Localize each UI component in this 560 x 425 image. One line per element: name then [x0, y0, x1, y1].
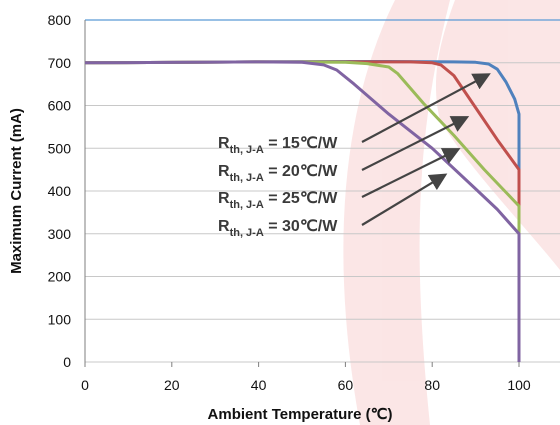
y-axis-ticks: 0 100 200 300 400 500 600 700 800	[48, 12, 72, 370]
annotation-value: = 15℃/W	[264, 135, 338, 152]
annotation-symbol: R	[218, 190, 230, 207]
annotation-value: = 25℃/W	[264, 190, 338, 207]
y-tick-label: 400	[48, 183, 72, 199]
series-line-3	[84, 60, 521, 362]
annotation-subscript: th, J-A	[230, 227, 264, 239]
x-tick-label: 60	[338, 377, 354, 393]
annotation-arrow-4	[361, 173, 448, 226]
annotation-subscript: th, J-A	[230, 144, 264, 156]
annotation-value: = 20℃/W	[264, 163, 338, 180]
series-lines	[84, 60, 521, 362]
x-axis-ticks: 0 20 40 60 80 100	[81, 362, 531, 393]
annotation-label-2: Rth, J-A = 20℃/W	[218, 163, 338, 184]
y-tick-label: 300	[48, 226, 72, 242]
annotation-arrow-3	[361, 148, 461, 198]
annotation-arrow-2	[361, 116, 470, 171]
y-tick-label: 500	[48, 140, 72, 156]
x-tick-label: 40	[251, 377, 267, 393]
series-line-4	[84, 60, 521, 362]
y-tick-label: 200	[48, 269, 72, 285]
x-axis-label: Ambient Temperature (℃)	[208, 406, 393, 423]
annotation-label-4: Rth, J-A = 30℃/W	[218, 218, 338, 239]
x-tick-label: 100	[507, 377, 531, 393]
annotation-subscript: th, J-A	[230, 172, 264, 184]
y-tick-label: 100	[48, 311, 72, 327]
y-axis-label: Maximum Current (mA)	[8, 108, 25, 274]
y-tick-label: 600	[48, 98, 72, 114]
annotation-symbol: R	[218, 163, 230, 180]
x-tick-label: 0	[81, 377, 89, 393]
y-tick-label: 0	[63, 354, 71, 370]
annotation-symbol: R	[218, 135, 230, 152]
annotation-arrows	[361, 73, 491, 226]
annotation-label-3: Rth, J-A = 25℃/W	[218, 190, 338, 211]
y-tick-label: 700	[48, 55, 72, 71]
annotation-label-1: Rth, J-A = 15℃/W	[218, 135, 338, 156]
annotation-symbol: R	[218, 218, 230, 235]
x-tick-label: 80	[424, 377, 440, 393]
annotation-arrow-1	[361, 73, 491, 143]
y-tick-label: 800	[48, 12, 72, 28]
annotation-subscript: th, J-A	[230, 199, 264, 211]
annotation-value: = 30℃/W	[264, 218, 338, 235]
x-tick-label: 20	[164, 377, 180, 393]
